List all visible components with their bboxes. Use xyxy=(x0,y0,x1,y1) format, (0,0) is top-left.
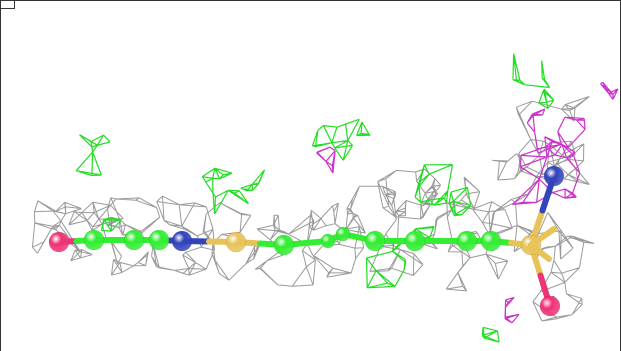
positive-difference-mesh xyxy=(356,121,371,137)
atom-c xyxy=(273,234,295,256)
positive-difference-mesh xyxy=(414,164,454,206)
positive-difference-mesh xyxy=(240,169,266,192)
density-mesh-gray xyxy=(532,235,595,322)
density-mesh-gray xyxy=(345,185,424,276)
atom-c xyxy=(480,230,502,252)
viewport-corner-mark xyxy=(1,1,15,9)
atom-c xyxy=(148,229,170,251)
atom-c xyxy=(404,230,426,252)
atom-n xyxy=(543,165,565,187)
atom-c xyxy=(83,229,105,251)
atom-c xyxy=(320,233,336,249)
positive-difference-mesh xyxy=(75,134,111,177)
atom-o xyxy=(48,231,70,253)
density-mesh-gray xyxy=(151,195,215,276)
atom-c xyxy=(456,230,478,252)
atom-c xyxy=(123,229,145,251)
atom-c xyxy=(364,230,386,252)
negative-difference-mesh xyxy=(316,146,336,174)
positive-difference-mesh xyxy=(538,88,555,110)
positive-difference-mesh xyxy=(512,53,551,89)
positive-difference-mesh xyxy=(201,167,249,215)
density-mesh-gray xyxy=(106,197,161,276)
atom-s xyxy=(225,231,247,253)
negative-difference-mesh xyxy=(600,81,619,100)
positive-difference-mesh xyxy=(100,216,122,232)
atom-n xyxy=(171,230,193,252)
atom-o xyxy=(539,295,561,317)
density-mesh-gray xyxy=(254,214,316,287)
atom-c xyxy=(335,226,351,242)
density-mesh-gray xyxy=(31,200,82,254)
negative-difference-mesh xyxy=(504,296,520,324)
positive-difference-mesh xyxy=(448,186,472,217)
ligand-bond xyxy=(528,226,557,248)
positive-difference-mesh xyxy=(481,326,500,343)
positive-difference-mesh xyxy=(311,118,360,161)
negative-difference-mesh xyxy=(526,108,586,154)
ligand-bond xyxy=(528,242,552,262)
density-mesh-gray xyxy=(377,168,442,220)
